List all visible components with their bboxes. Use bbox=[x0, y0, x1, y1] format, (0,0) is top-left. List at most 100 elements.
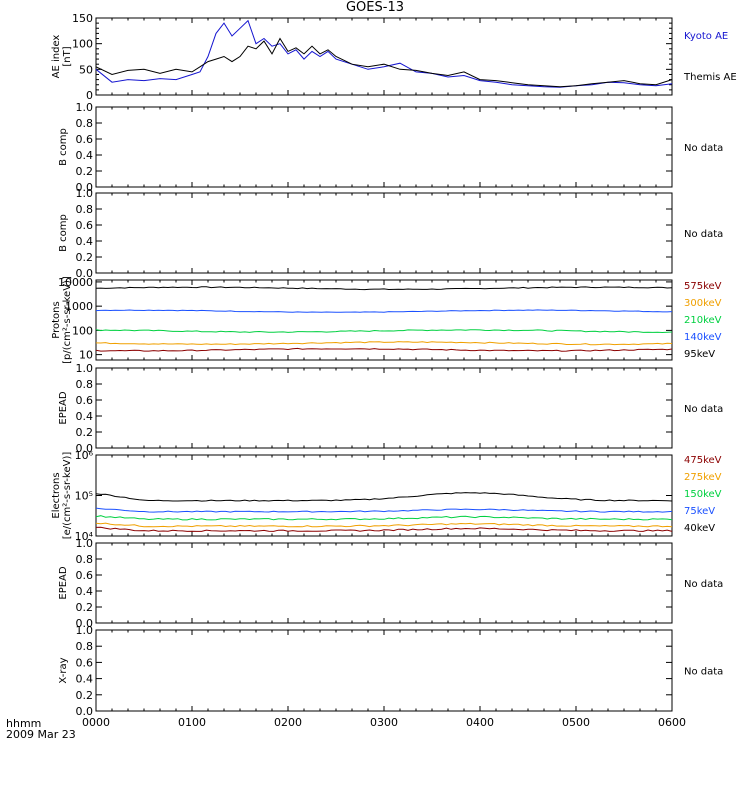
y-tick-label: 0.6 bbox=[76, 569, 94, 582]
series-line-kyoto-ae bbox=[95, 19, 673, 88]
y-axis-label: [nT] bbox=[62, 46, 73, 66]
y-tick-label: 0.0 bbox=[76, 181, 94, 194]
x-tick-label: 0000 bbox=[82, 716, 110, 729]
y-tick-label: 50 bbox=[79, 63, 93, 76]
series-line-protons-210keV bbox=[95, 329, 673, 334]
y-tick-label: 0.8 bbox=[76, 117, 94, 130]
no-data-note: No data bbox=[684, 404, 723, 415]
y-tick-label: 0.0 bbox=[76, 442, 94, 455]
series-line-protons-95keV bbox=[95, 347, 673, 352]
x-tick-label: 0500 bbox=[562, 716, 590, 729]
y-tick-label: 0.2 bbox=[76, 426, 94, 439]
legend-themis-ae: Themis AE bbox=[683, 72, 737, 83]
no-data-note: No data bbox=[684, 229, 723, 240]
y-axis-label: [p/(cm²-s-sr-keV)] bbox=[62, 276, 73, 364]
no-data-note: No data bbox=[684, 143, 723, 154]
panel-frame-b2 bbox=[95, 192, 673, 274]
y-tick-label: 0.0 bbox=[76, 705, 94, 718]
y-tick-label: 1.0 bbox=[76, 101, 94, 114]
y-axis-label: Electrons bbox=[51, 472, 62, 518]
y-tick-label: 0.4 bbox=[76, 673, 94, 686]
panel-frame-xray bbox=[95, 629, 673, 712]
y-tick-label: 0.4 bbox=[76, 410, 94, 423]
panel-frame-epead1 bbox=[95, 367, 673, 449]
y-tick-label: 1.0 bbox=[76, 537, 94, 550]
y-axis-label: EPEAD bbox=[58, 391, 69, 425]
y-axis-label: AE index bbox=[51, 35, 62, 79]
y-tick-label: 100 bbox=[72, 324, 93, 337]
no-data-note: No data bbox=[684, 667, 723, 678]
series-line-electrons-275keV bbox=[95, 522, 673, 528]
legend-kyoto-ae: Kyoto AE bbox=[684, 31, 728, 42]
y-tick-label: 0.8 bbox=[76, 553, 94, 566]
y-tick-label: 0.4 bbox=[76, 149, 94, 162]
y-tick-label: 0.0 bbox=[76, 267, 94, 280]
x-tick-label: 0600 bbox=[658, 716, 686, 729]
y-tick-label: 0.0 bbox=[76, 617, 94, 630]
legend-protons-300keV: 300keV bbox=[684, 298, 722, 309]
y-tick-label: 10⁶ bbox=[75, 449, 94, 462]
y-tick-label: 10⁴ bbox=[75, 530, 94, 543]
y-tick-label: 0.2 bbox=[76, 601, 94, 614]
y-axis-label: X-ray bbox=[58, 657, 69, 683]
legend-electrons-40keV: 40keV bbox=[684, 523, 715, 534]
y-tick-label: 1.0 bbox=[76, 362, 94, 375]
panel-frame-electrons bbox=[95, 454, 673, 537]
y-axis-label: EPEAD bbox=[58, 566, 69, 600]
panel-frame-ae bbox=[95, 17, 673, 96]
x-tick-label: 0100 bbox=[178, 716, 206, 729]
y-axis-label: [e/(cm²-s-sr-keV)] bbox=[62, 452, 73, 540]
y-tick-label: 1.0 bbox=[76, 187, 94, 200]
panel-frame-b1 bbox=[95, 106, 673, 188]
y-tick-label: 1.0 bbox=[76, 624, 94, 637]
y-tick-label: 0.2 bbox=[76, 165, 94, 178]
legend-electrons-150keV: 150keV bbox=[684, 489, 722, 500]
series-line-protons-575keV bbox=[95, 286, 673, 291]
y-tick-label: 10000 bbox=[58, 276, 93, 289]
series-line-electrons-40keV bbox=[95, 492, 673, 502]
y-tick-label: 0.2 bbox=[76, 689, 94, 702]
x-tick-label: 0300 bbox=[370, 716, 398, 729]
y-tick-label: 0.8 bbox=[76, 203, 94, 216]
series-line-electrons-475keV bbox=[95, 526, 673, 532]
y-tick-label: 10⁵ bbox=[75, 490, 93, 503]
y-tick-label: 0.8 bbox=[76, 378, 94, 391]
y-tick-label: 0.6 bbox=[76, 133, 94, 146]
series-line-electrons-150keV bbox=[95, 515, 673, 521]
y-tick-label: 0.4 bbox=[76, 235, 94, 248]
date-label: 2009 Mar 23 bbox=[6, 728, 76, 741]
y-tick-label: 0.6 bbox=[76, 219, 94, 232]
legend-protons-210keV: 210keV bbox=[684, 315, 722, 326]
y-tick-label: 1000 bbox=[65, 300, 93, 313]
legend-protons-575keV: 575keV bbox=[684, 281, 722, 292]
legend-electrons-75keV: 75keV bbox=[684, 506, 715, 517]
y-tick-label: 100 bbox=[72, 38, 93, 51]
legend-electrons-475keV: 475keV bbox=[684, 455, 722, 466]
series-line-electrons-75keV bbox=[95, 507, 673, 513]
panel-frame-epead2 bbox=[95, 542, 673, 624]
time-format-label: hhmm bbox=[6, 717, 42, 730]
y-tick-label: 0.6 bbox=[76, 656, 94, 669]
y-tick-label: 150 bbox=[72, 12, 93, 25]
y-tick-label: 10 bbox=[79, 349, 93, 362]
y-tick-label: 0 bbox=[86, 89, 93, 102]
y-tick-label: 0.2 bbox=[76, 251, 94, 264]
legend-protons-140keV: 140keV bbox=[684, 332, 722, 343]
x-tick-label: 0200 bbox=[274, 716, 302, 729]
y-tick-label: 0.6 bbox=[76, 394, 94, 407]
series-line-themis-ae bbox=[95, 37, 673, 88]
legend-protons-95keV: 95keV bbox=[684, 349, 715, 360]
legend-electrons-275keV: 275keV bbox=[684, 472, 722, 483]
series-line-protons-140keV bbox=[95, 341, 673, 346]
series-line-protons-300keV bbox=[95, 309, 673, 313]
no-data-note: No data bbox=[684, 579, 723, 590]
y-axis-label: Protons bbox=[51, 301, 62, 338]
y-axis-label: B comp bbox=[58, 128, 69, 166]
y-tick-label: 0.4 bbox=[76, 585, 94, 598]
x-tick-label: 0400 bbox=[466, 716, 494, 729]
chart-title: GOES-13 bbox=[345, 0, 404, 15]
panel-frame-protons bbox=[95, 279, 673, 361]
y-tick-label: 0.8 bbox=[76, 640, 94, 653]
y-axis-label: B comp bbox=[58, 214, 69, 252]
